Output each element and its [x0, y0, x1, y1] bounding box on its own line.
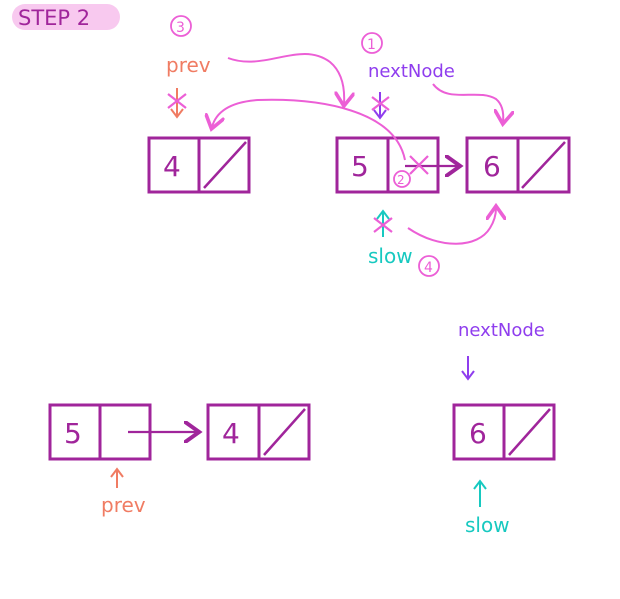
prev-move-arrow: [227, 53, 344, 104]
null-pointer-slash: [508, 408, 551, 456]
top-prev-label: prev: [166, 53, 211, 77]
bottom-node-5-value: 5: [64, 417, 82, 450]
next-node-move-arrow: [432, 83, 503, 122]
bottom-node-6: 6: [452, 403, 556, 461]
top-slow-pointer: slow 4: [368, 209, 440, 277]
top-next-node-pointer: 1 nextNode: [361, 32, 455, 120]
null-pointer-slash: [263, 408, 306, 456]
bottom-slow-label: slow: [465, 513, 510, 537]
old-link-arrow: [405, 156, 458, 174]
bottom-prev-pointer: prev: [101, 467, 146, 517]
bottom-node-4-value: 4: [222, 417, 240, 450]
bottom-node-6-value: 6: [469, 417, 487, 450]
bottom-node-4: 4: [206, 403, 311, 461]
top-node-6: 6: [465, 136, 571, 194]
bottom-next-node-label: nextNode: [458, 320, 545, 341]
top-node-6-value: 6: [483, 150, 501, 183]
step-label: STEP 2: [12, 4, 120, 30]
null-pointer-slash: [203, 141, 247, 189]
svg-text:2: 2: [397, 173, 405, 187]
top-slow-label: slow: [368, 244, 413, 268]
svg-text:1: 1: [367, 37, 376, 53]
svg-text:STEP 2: STEP 2: [18, 6, 90, 30]
svg-text:3: 3: [176, 20, 185, 36]
slow-move-arrow: [407, 208, 496, 245]
null-pointer-slash: [521, 141, 566, 189]
order-mark-4: [418, 255, 440, 277]
order-mark-2: 2: [393, 170, 411, 188]
top-node-4-value: 4: [163, 150, 181, 183]
order-mark-3: [170, 15, 192, 37]
top-next-node-label: nextNode: [368, 61, 455, 82]
top-node-5-value: 5: [351, 150, 369, 183]
top-node-4: 4: [147, 136, 251, 194]
new-link-arrow: [212, 98, 406, 161]
order-mark-1: [361, 32, 383, 54]
top-prev-pointer: 3 prev: [166, 15, 211, 119]
bottom-prev-label: prev: [101, 493, 146, 517]
svg-text:4: 4: [424, 260, 433, 276]
bottom-next-node-pointer: nextNode: [458, 320, 545, 381]
bottom-slow-pointer: slow: [465, 479, 510, 537]
